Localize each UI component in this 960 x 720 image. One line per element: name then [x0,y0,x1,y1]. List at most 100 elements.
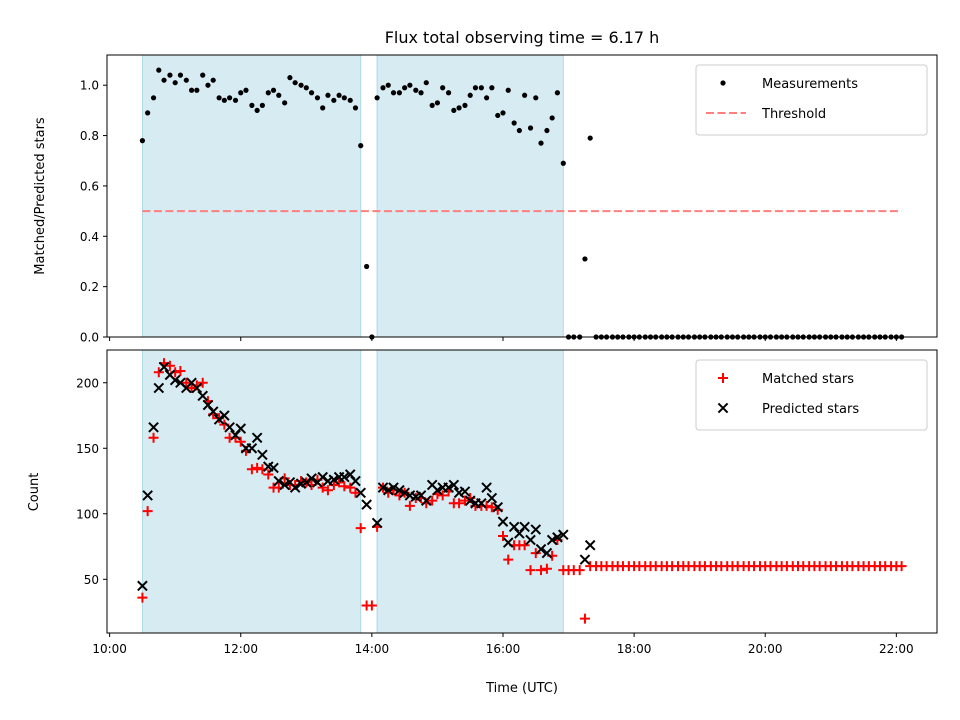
predicted-stars-point [382,484,394,496]
predicted-stars-point [273,475,285,487]
measurements-point [270,87,277,93]
predicted-stars-point [579,554,591,565]
predicted-stars-point [557,529,569,541]
measurements-point [538,140,544,146]
measurements-point [456,105,462,111]
measurements-point [440,85,446,91]
measurements-point [150,95,157,101]
predicted-stars-point [502,537,514,548]
matched-stars-point [345,482,356,493]
top-plot-frame [106,54,938,338]
predicted-stars-point [464,495,476,506]
measurements-point [243,87,249,93]
predicted-stars-point [137,580,148,592]
top-y-ticks: 0.0 0.2 0.4 0.6 0.8 1.0 [80,79,107,345]
measurements-point [254,107,260,113]
measurements-point [483,95,490,101]
bottom-panel: 50 100 150 200 10:00 12:00 14:00 16:00 18:00 20:… [27,349,938,696]
matched-stars-point [574,565,585,576]
predicted-stars-point [377,482,389,493]
legend-label: Predicted stars [762,402,859,417]
measurements-point [221,97,227,103]
measurements-point [527,125,534,131]
predicted-stars-point [486,492,498,504]
predicted-stars-point [530,524,542,535]
measurements-point [380,85,386,91]
measurements-point [287,75,293,81]
measurements-point [413,87,419,93]
measurements-point [385,82,391,88]
shaded-span-1 [141,349,362,634]
legend-swatch [720,80,726,86]
predicted-stars-point [328,474,340,486]
measurements-point [522,92,528,98]
measurements-point [226,95,233,101]
y-tick-label: 0.6 [80,179,99,193]
matched-stars-point [153,367,164,378]
measurements-point [434,100,441,106]
bottom-legend: Matched stars Predicted stars [695,359,928,431]
y-tick-label: 100 [76,507,99,521]
predicted-stars-point [257,449,268,461]
predicted-stars-point [492,501,504,513]
matched-stars-point [437,490,448,501]
measurements-point [183,77,189,83]
predicted-stars-point [481,482,492,493]
predicted-stars-point [268,462,279,474]
measurements-point [478,85,484,91]
measurements-point [303,85,309,91]
bottom-y-axis-label: Count [27,473,42,512]
legend-label: Threshold [761,107,826,122]
measurements-point [554,90,561,96]
y-tick-label: 0.8 [80,129,99,143]
predicted-stars-point [535,543,547,555]
measurements-point [418,90,424,96]
measurements-point [472,85,479,91]
measurements-point [156,67,162,73]
matched-stars-point [252,462,263,473]
predicted-stars-point [459,486,471,497]
matched-stars-point [181,377,192,388]
measurements-point [364,263,370,270]
top-x-ticks [109,337,897,341]
measurements-point [549,115,555,121]
predicted-stars-point [289,482,301,493]
predicted-stars-point [546,534,558,546]
measurements-point [177,72,184,78]
matched-stars-point [536,565,547,576]
measurements-point [276,92,282,98]
x-tick-label: 10:00 [92,642,127,656]
top-series [139,67,905,340]
predicted-stars-point [224,421,235,433]
x-tick-label: 20:00 [748,642,783,656]
matched-stars-point [317,482,328,493]
measurements-point [429,102,435,108]
top-legend: Measurements Threshold [695,64,928,136]
predicted-stars-point [584,539,596,551]
predicted-stars-point [246,442,258,454]
matched-stars-point [454,498,465,509]
matched-stars-point [896,561,907,572]
measurements-point [396,90,403,96]
matched-stars-point [339,481,350,492]
predicted-stars-point [388,482,399,493]
measurements-point [467,92,473,98]
predicted-stars-point [552,532,563,543]
measurements-point [407,82,413,88]
bottom-shaded-regions [141,349,564,634]
predicted-stars-point [361,499,372,510]
measurements-point [445,90,452,96]
predicted-stars-point [339,471,350,483]
measurements-point [139,138,146,144]
predicted-stars-point [525,534,536,546]
top-y-axis-label: Matched/Predicted stars [33,117,48,275]
predicted-stars-point [207,406,219,417]
predicted-stars-point [142,490,153,501]
predicted-stars-point [497,516,509,527]
predicted-stars-point [476,497,487,509]
legend-label: Measurements [762,77,858,92]
measurements-point [325,92,331,98]
matched-stars-point [427,495,438,506]
x-tick-label: 12:00 [223,642,258,656]
matched-stars-point [486,502,497,513]
